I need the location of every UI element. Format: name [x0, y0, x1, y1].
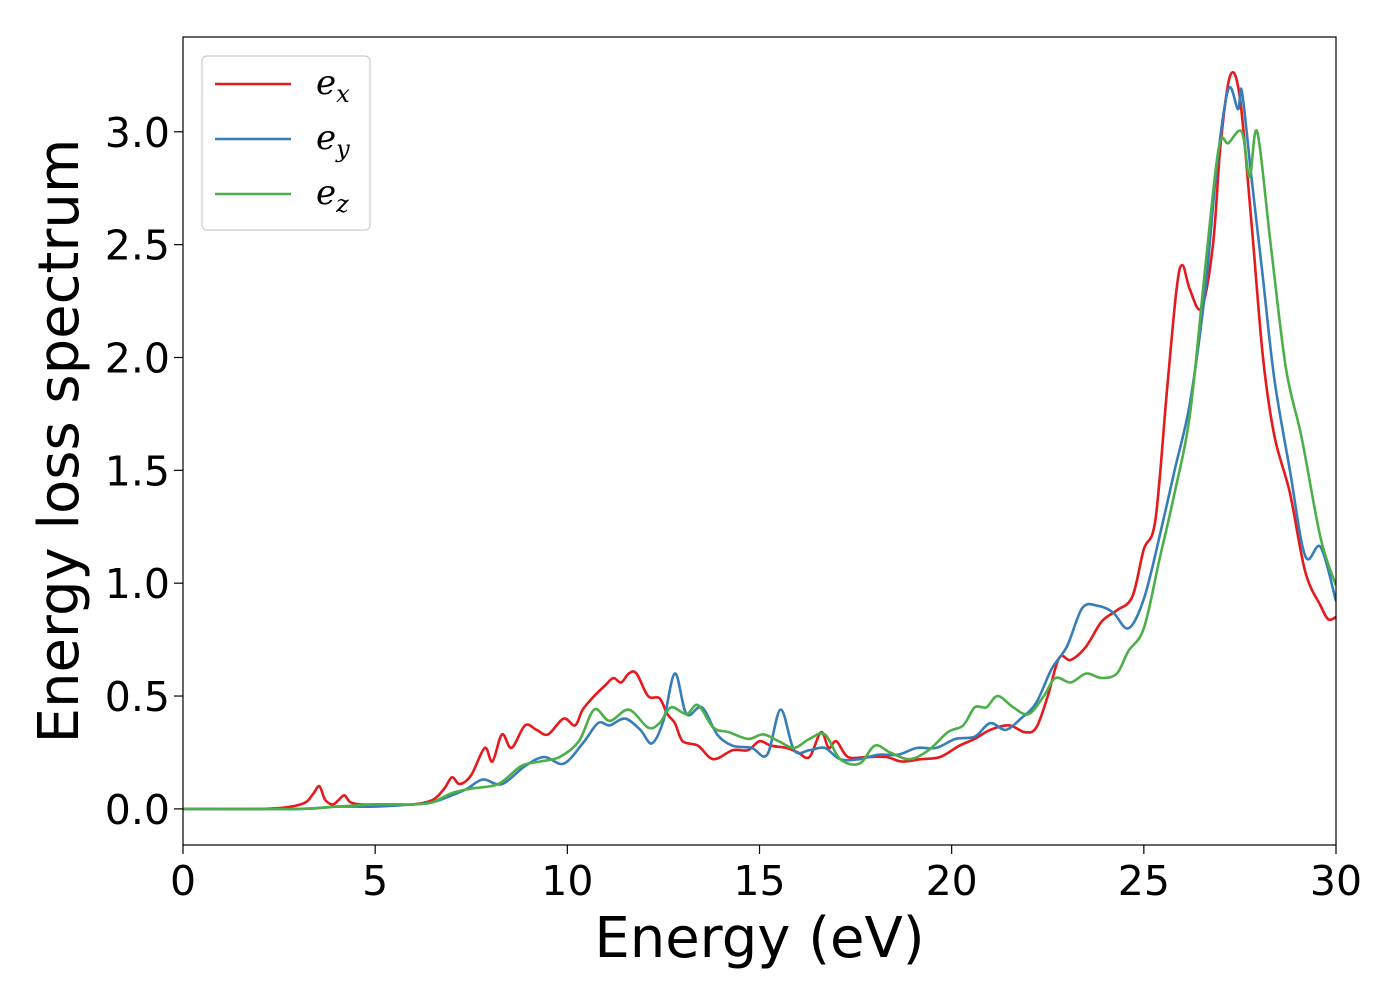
y-tick-label: 1.0	[105, 560, 170, 608]
legend-entry-subscript: x	[336, 80, 350, 108]
legend-entry-base: e	[316, 63, 336, 103]
legend-entry-base: e	[316, 173, 336, 213]
x-tick-label: 30	[1310, 857, 1362, 905]
y-tick-label: 2.0	[105, 334, 170, 382]
x-tick-label: 10	[541, 857, 593, 905]
legend-entry-label: ez	[316, 173, 349, 218]
y-tick-label: 2.5	[105, 222, 170, 270]
legend-entry-label: ey	[316, 118, 350, 163]
y-tick-label: 0.5	[105, 673, 170, 721]
legend-entry-label: ex	[316, 63, 350, 108]
x-tick-label: 5	[362, 857, 388, 905]
legend-box	[201, 55, 371, 231]
plot-lines	[183, 70, 1336, 811]
legend-entry-base: e	[316, 118, 336, 158]
legend-entry-subscript: z	[335, 190, 349, 218]
series-line-ez	[183, 129, 1336, 811]
y-tick-label: 1.5	[105, 447, 170, 495]
x-tick-label: 0	[170, 857, 196, 905]
y-tick-label: 3.0	[105, 109, 170, 157]
x-tick-label: 15	[733, 857, 785, 905]
x-tick-label: 20	[926, 857, 978, 905]
x-tick-label: 25	[1118, 857, 1170, 905]
y-tick-label: 0.0	[105, 786, 170, 834]
x-axis-title: Energy (eV)	[594, 906, 924, 971]
legend-entry-subscript: y	[335, 135, 350, 163]
axis-ticks: 0 5 10 15 20 25 30 0.0 0.5 1.0 1.5 2.0 2.5 3.0	[105, 109, 1362, 905]
y-axis-title: Energy loss spectrum	[27, 139, 92, 744]
